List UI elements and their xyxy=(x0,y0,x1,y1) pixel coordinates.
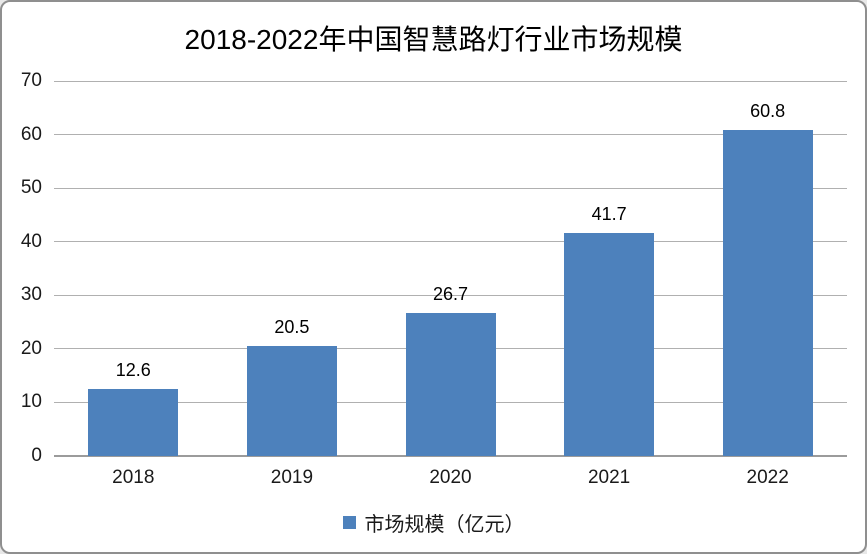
y-axis-label: 60 xyxy=(20,123,42,145)
bar xyxy=(88,388,179,456)
legend-marker-swatch xyxy=(342,516,356,529)
x-axis-line xyxy=(54,455,847,457)
gridline xyxy=(54,134,847,136)
y-axis-label: 40 xyxy=(20,230,42,252)
legend-label: 市场规模（亿元） xyxy=(364,514,525,536)
gridline xyxy=(54,241,847,243)
y-axis-label: 50 xyxy=(20,177,42,199)
bar-value-label: 60.8 xyxy=(750,101,786,122)
bar-value-label: 26.7 xyxy=(432,283,469,304)
bar-value-label: 41.7 xyxy=(591,203,627,224)
gridline xyxy=(54,80,847,82)
y-axis-label: 70 xyxy=(20,70,42,91)
gridline xyxy=(54,294,847,296)
bar-value-label: 12.6 xyxy=(115,359,151,380)
x-axis-label: 2020 xyxy=(429,467,472,488)
x-axis-label: 2021 xyxy=(587,467,631,488)
y-axis-label: 10 xyxy=(20,391,42,413)
x-axis-label: 2018 xyxy=(112,467,155,488)
legend: 市场规模（亿元） xyxy=(2,508,865,537)
bar xyxy=(405,312,496,456)
y-axis-label: 20 xyxy=(20,337,42,359)
gridline xyxy=(54,187,847,189)
bar-value-label: 20.5 xyxy=(274,317,310,338)
y-axis-label: 0 xyxy=(31,445,42,466)
bar xyxy=(722,130,813,456)
bar xyxy=(246,346,337,456)
bar xyxy=(564,232,655,456)
y-axis-label: 30 xyxy=(20,284,42,306)
x-axis-label: 2022 xyxy=(746,467,789,488)
x-axis-label: 2019 xyxy=(270,467,314,488)
chart-title: 2018-2022年中国智慧路灯行业市场规模 xyxy=(184,24,683,55)
